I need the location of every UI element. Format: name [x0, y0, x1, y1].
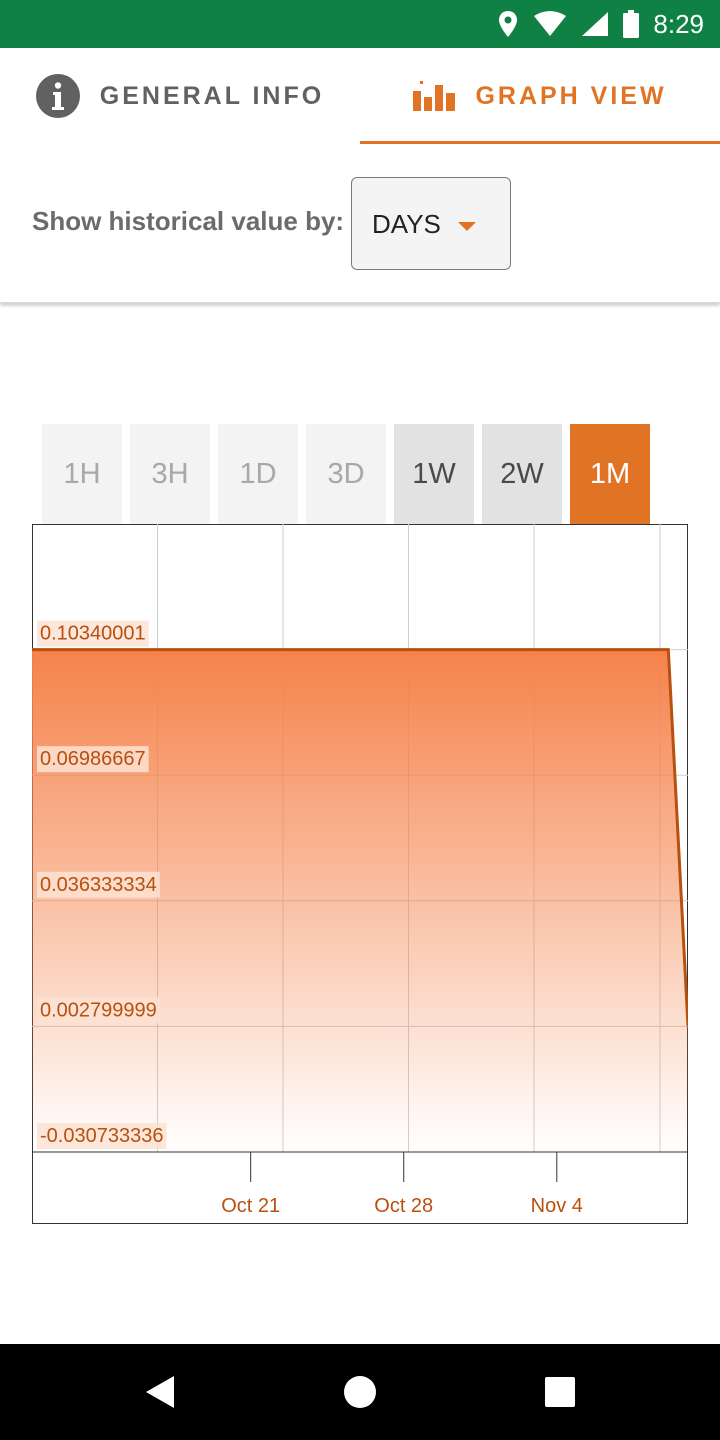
historical-value-label: Show historical value by:: [32, 206, 345, 236]
range-button-1h[interactable]: 1H: [42, 424, 122, 524]
y-tick-label-group: 0.06986667: [37, 746, 149, 773]
historical-value-dropdown[interactable]: DAYS: [351, 177, 511, 270]
range-button-label: 1D: [239, 457, 277, 490]
range-button-label: 3H: [151, 457, 189, 490]
range-button-label: 3D: [327, 457, 365, 490]
dropdown-caret-icon: [458, 222, 476, 231]
tab-graph-view[interactable]: GRAPH VIEW: [360, 48, 720, 144]
y-tick-label: 0.06986667: [40, 748, 146, 770]
tab-graph-view-label: GRAPH VIEW: [475, 81, 667, 110]
location-icon: [499, 11, 518, 37]
back-icon: [146, 1376, 174, 1408]
y-tick-label-group: 0.10340001: [37, 620, 149, 647]
dropdown-selected-value: DAYS: [372, 209, 441, 239]
y-tick-label: 0.002799999: [40, 999, 157, 1021]
status-icons: 8:29: [497, 0, 704, 48]
y-tick-label-group: -0.030733336: [37, 1123, 167, 1149]
info-icon: [35, 74, 80, 118]
recents-icon: [545, 1377, 575, 1407]
nav-back-button[interactable]: [100, 1344, 220, 1440]
tab-bar: GENERAL INFO GRAPH VIEW: [0, 48, 720, 144]
status-time: 8:29: [653, 8, 704, 39]
signal-icon: [582, 12, 609, 36]
x-tick-label: Nov 4: [531, 1195, 583, 1217]
range-button-3d[interactable]: 3D: [306, 424, 386, 524]
y-tick-label-bg: [37, 871, 160, 898]
tab-general-info-label: GENERAL INFO: [99, 81, 325, 110]
price-history-chart: 0.10340001 0.06986667 0.036333334 0.0027999…: [32, 524, 688, 1224]
y-tick-label-bg: [37, 997, 160, 1024]
x-tick-label: Oct 21: [221, 1195, 280, 1217]
home-icon: [344, 1376, 376, 1408]
series-area-fill: [32, 649, 688, 1152]
y-tick-label-bg: [37, 620, 149, 647]
wifi-icon: [534, 11, 567, 36]
y-tick-label: 0.10340001: [40, 623, 146, 645]
nav-home-button[interactable]: [300, 1344, 420, 1440]
tab-general-info[interactable]: GENERAL INFO: [0, 48, 360, 144]
y-tick-label-group: 0.002799999: [37, 997, 160, 1024]
status-bar: 8:29: [0, 0, 720, 48]
y-tick-label-bg: [37, 1123, 167, 1149]
range-button-label: 2W: [500, 457, 544, 490]
y-tick-label-group: 0.036333334: [37, 871, 160, 898]
range-button-label: 1M: [589, 457, 631, 490]
range-button-1m[interactable]: 1M: [570, 424, 650, 524]
bar-chart-icon: [413, 81, 456, 111]
range-button-label: 1H: [63, 457, 101, 490]
range-button-1d[interactable]: 1D: [218, 424, 298, 524]
battery-icon: [623, 10, 640, 38]
filter-row: Show historical value by: DAYS: [0, 144, 720, 303]
x-tick-label: Oct 28: [374, 1195, 433, 1217]
range-button-1w[interactable]: 1W: [394, 424, 474, 524]
y-tick-label-bg: [37, 746, 149, 773]
range-button-2w[interactable]: 2W: [482, 424, 562, 524]
y-tick-label: -0.030733336: [40, 1125, 163, 1147]
range-button-3h[interactable]: 3H: [130, 424, 210, 524]
y-tick-label: 0.036333334: [40, 874, 157, 896]
active-tab-indicator: [360, 141, 720, 144]
series-line: [32, 648, 688, 1027]
range-button-label: 1W: [412, 457, 456, 490]
nav-recents-button[interactable]: [500, 1344, 620, 1440]
system-nav-bar: [0, 1344, 720, 1440]
